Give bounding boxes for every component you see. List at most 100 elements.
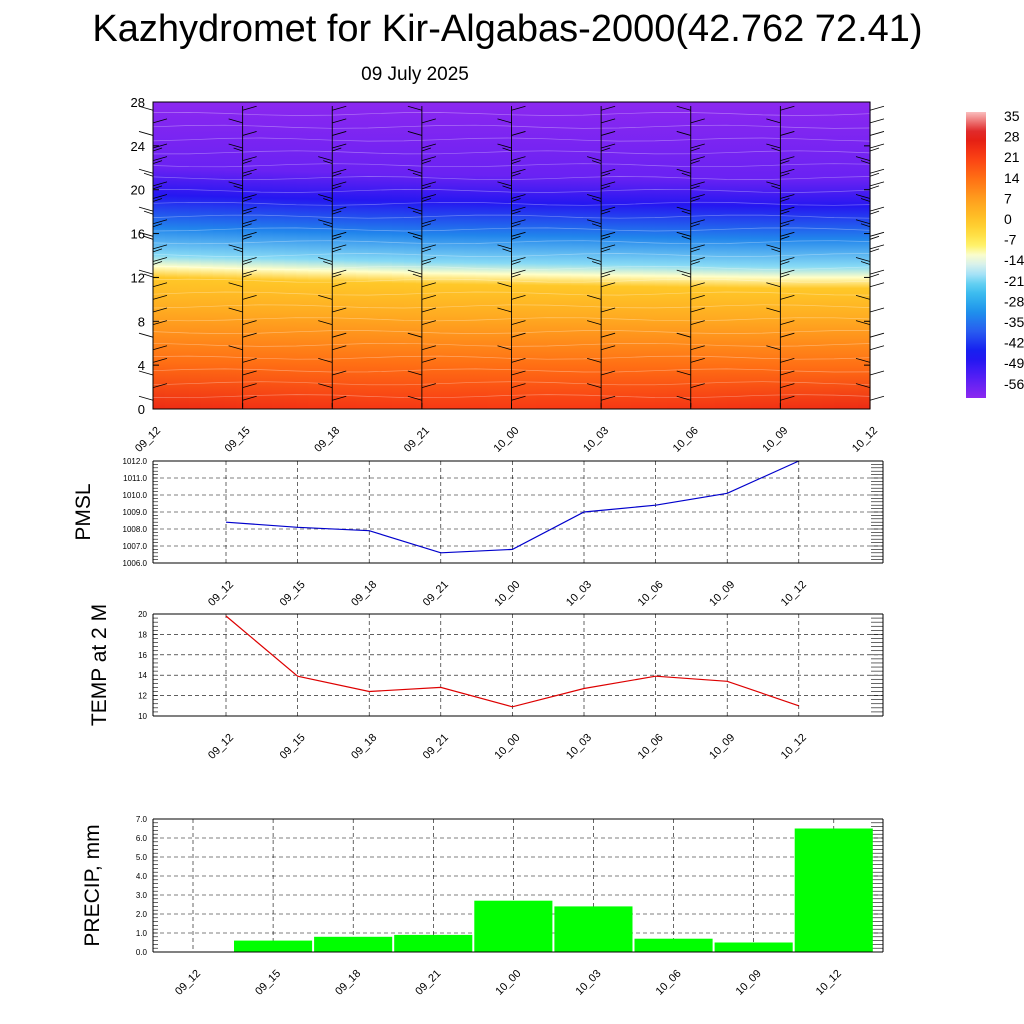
wind-barb: [869, 118, 885, 124]
wind-barb: [138, 206, 154, 212]
y-tick-label: 28: [131, 95, 145, 110]
wind-barb-flag: [421, 261, 432, 265]
precip-bar: [474, 900, 553, 952]
wind-barb: [332, 307, 347, 313]
y-axis-label: PMSL: [72, 483, 95, 540]
wind-barb: [780, 219, 795, 225]
wind-barb: [601, 269, 616, 275]
heatmap-cell: [738, 102, 752, 409]
wind-barb: [855, 294, 871, 300]
y-tick-label: 12: [138, 692, 147, 701]
wind-barb: [318, 219, 333, 225]
wind-barb: [497, 282, 512, 288]
wind-barb: [332, 131, 347, 136]
wind-barb: [855, 219, 871, 225]
wind-barb-flag: [600, 273, 611, 278]
heatmap-cell: [858, 102, 871, 409]
wind-barb: [511, 269, 526, 275]
wind-barb-flag: [591, 160, 602, 165]
y-tick-label: 1010.0: [123, 491, 148, 500]
x-tick-label: 09_21: [413, 968, 443, 998]
heatmap-cell: [320, 102, 333, 409]
y-tick-label: 0: [138, 402, 145, 417]
wind-barb: [242, 269, 257, 275]
x-tick-label: 10_03: [574, 968, 604, 998]
wind-barb-flag: [780, 210, 790, 215]
wind-barb-flag: [690, 261, 700, 265]
heatmap-cell: [619, 102, 632, 409]
wind-barb-flag: [860, 223, 871, 228]
wind-barb: [421, 219, 436, 225]
wind-barb: [601, 370, 616, 376]
x-tick-label: 10_06: [671, 425, 701, 455]
wind-barb-flag: [681, 273, 691, 278]
wind-barb: [242, 358, 257, 363]
wind-barb: [780, 383, 795, 389]
wind-barb: [869, 244, 885, 250]
wind-barb-flag: [233, 185, 243, 190]
wind-barb: [497, 345, 512, 351]
wind-barb: [138, 231, 154, 237]
x-tick-label: 10_09: [707, 732, 737, 762]
wind-barb: [511, 168, 526, 174]
wind-barb: [690, 358, 705, 363]
heatmap-cell: [260, 102, 274, 409]
wind-barb: [587, 219, 602, 225]
wind-barb-flag: [591, 223, 602, 228]
wind-barb-flag: [242, 198, 252, 202]
wind-barb-flag: [591, 261, 602, 265]
wind-barb: [242, 294, 257, 300]
wind-barb-flag: [421, 248, 432, 253]
wind-barb: [511, 105, 526, 111]
wind-barb-flag: [323, 261, 333, 265]
wind-barb: [511, 332, 526, 338]
wind-barb-flag: [869, 210, 880, 215]
heatmap-cell: [786, 102, 799, 409]
x-tick-label: 09_12: [206, 732, 236, 762]
x-tick-label: 10_06: [636, 579, 666, 609]
pmsl-chart: 1006.0 1007.0 1008.0 1009.0 1010.0 1011.0 1012…: [72, 457, 884, 609]
wind-barb-flag: [600, 235, 611, 240]
wind-barb: [587, 358, 602, 363]
wind-barb: [601, 131, 616, 136]
wind-barb: [690, 257, 705, 262]
wind-barb-flag: [511, 261, 521, 265]
colorbar-label: 7: [1004, 190, 1012, 206]
wind-barb: [690, 156, 705, 162]
heatmap-cell: [798, 102, 811, 409]
wind-barb: [511, 194, 526, 199]
wind-barb: [407, 105, 422, 111]
heatmap-cell: [571, 102, 584, 409]
wind-barb: [421, 118, 436, 124]
y-tick-label: 24: [131, 139, 145, 154]
heatmap-cell: [403, 102, 417, 409]
wind-barb-flag: [681, 235, 691, 240]
wind-barb-flag: [332, 248, 342, 253]
wind-barb-flag: [143, 210, 154, 215]
heatmap-cell: [487, 102, 501, 409]
x-tick-label: 10_00: [492, 732, 522, 762]
heatmap-cell: [714, 102, 728, 409]
wind-barb: [242, 105, 257, 111]
wind-barb-flag: [152, 223, 163, 228]
heatmap-cell: [344, 102, 357, 409]
wind-barb: [676, 206, 691, 212]
colorbar-label: -56: [1004, 376, 1024, 392]
y-tick-label: 4: [138, 358, 145, 373]
wind-barb-flag: [860, 160, 871, 165]
heatmap-cell: [392, 102, 405, 409]
wind-barb-flag: [242, 261, 252, 265]
wind-barb: [690, 345, 705, 351]
wind-barb: [869, 231, 885, 237]
wind-barb: [407, 269, 422, 275]
wind-barb-flag: [152, 248, 163, 253]
x-tick-label: 10_09: [707, 579, 737, 609]
y-tick-label: 0.0: [136, 948, 148, 957]
wind-barb-flag: [860, 198, 871, 202]
heatmap-cell: [511, 102, 525, 409]
wind-barb: [601, 206, 616, 212]
heatmap-cell: [176, 102, 190, 409]
wind-barb-flag: [600, 172, 611, 177]
x-tick-label: 10_12: [779, 732, 809, 762]
wind-barb-flag: [780, 273, 790, 278]
